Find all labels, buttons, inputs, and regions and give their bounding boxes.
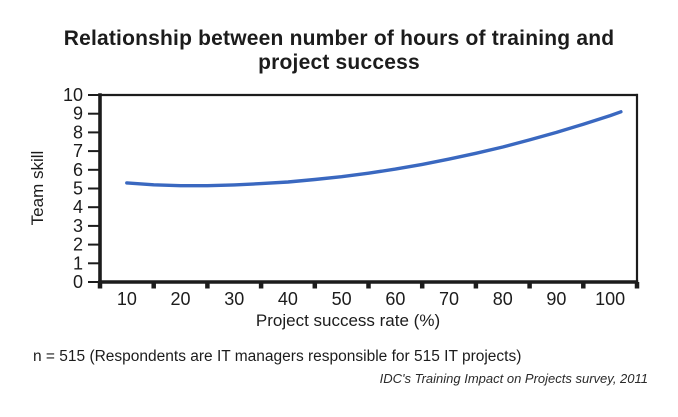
x-tick-label: 80 [493,289,513,309]
y-tick-label: 5 [73,179,83,199]
chart-title: Relationship between number of hours of … [0,27,678,75]
x-tick-label: 60 [385,289,405,309]
x-tick-label: 70 [439,289,459,309]
y-tick-label: 8 [73,122,83,142]
x-tick-label: 20 [171,289,191,309]
x-tick-label: 100 [595,289,625,309]
y-tick-label: 4 [73,197,83,217]
x-tick-label: 40 [278,289,298,309]
y-tick-label: 9 [73,104,83,124]
x-tick-label: 90 [546,289,566,309]
chart-title-line2: project success [258,51,420,74]
y-tick-label: 2 [73,235,83,255]
y-tick-label: 0 [73,272,83,292]
x-tick-label: 50 [332,289,352,309]
sample-size-footnote: n = 515 (Respondents are IT managers res… [33,348,522,365]
x-tick-label: 30 [224,289,244,309]
y-tick-label: 3 [73,216,83,236]
chart-title-line1: Relationship between number of hours of … [63,27,615,50]
y-tick-label: 1 [73,253,83,273]
x-axis-title: Project success rate (%) [255,311,441,330]
y-tick-label: 10 [63,85,83,105]
source-attribution: IDC's Training Impact on Projects survey… [379,371,648,386]
series-line [125,110,623,188]
y-axis-title: Team skill [28,150,47,226]
y-tick-label: 7 [73,141,83,161]
series-layer [125,110,623,188]
x-tick-label: 10 [117,289,137,309]
y-tick-label: 6 [73,160,83,180]
